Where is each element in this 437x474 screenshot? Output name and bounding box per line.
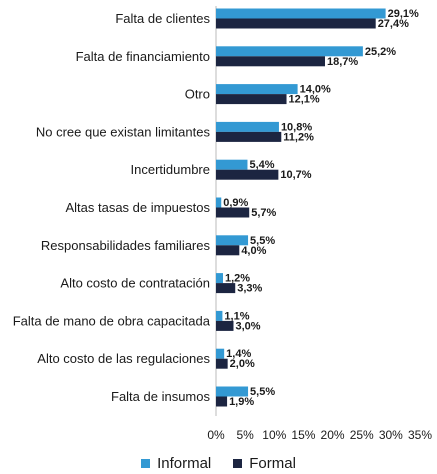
value-label-informal-no-cree-que-existan-limitantes: 10,8% xyxy=(281,121,312,133)
bar-informal-responsabilidades-familiares xyxy=(216,235,249,246)
category-label-responsabilidades-familiares: Responsabilidades familiares xyxy=(41,238,211,253)
category-label-otro: Otro xyxy=(185,87,210,102)
value-label-formal-altas-tasas-de-impuestos: 5,7% xyxy=(251,207,276,219)
category-label-no-cree-que-existan-limitantes: No cree que existan limitantes xyxy=(36,124,211,139)
x-tick-label: 20% xyxy=(321,428,345,442)
x-axis-ticks: 0% 5% 10% 15% 20% 25% 30% 35% xyxy=(207,428,432,442)
value-label-informal-falta-de-insumos: 5,5% xyxy=(250,386,275,398)
value-label-informal-alto-costo-de-las-regulaciones: 1,4% xyxy=(226,348,251,360)
bar-formal-altas-tasas-de-impuestos xyxy=(216,207,250,218)
value-label-formal-incertidumbre: 10,7% xyxy=(280,169,311,181)
bar-informal-falta-de-clientes xyxy=(216,8,386,19)
x-tick-label: 0% xyxy=(207,428,225,442)
legend-swatch-informal xyxy=(141,458,151,468)
bar-informal-alto-costo-de-contratacion xyxy=(216,273,223,284)
legend: Informal Formal xyxy=(0,453,437,473)
x-tick-label: 10% xyxy=(262,428,286,442)
value-label-formal-otro: 12,1% xyxy=(289,94,320,106)
value-label-informal-otro: 14,0% xyxy=(300,84,331,96)
value-label-informal-falta-de-financiamiento: 25,2% xyxy=(365,46,396,58)
value-label-informal-alto-costo-de-contratacion: 1,2% xyxy=(225,273,250,285)
bar-formal-no-cree-que-existan-limitantes xyxy=(216,131,282,142)
legend-item-formal: Formal xyxy=(233,455,296,472)
bar-formal-falta-de-clientes xyxy=(216,18,376,29)
x-tick-label: 35% xyxy=(408,428,432,442)
x-tick-label: 5% xyxy=(236,428,254,442)
legend-item-informal: Informal xyxy=(141,455,211,472)
x-tick-label: 25% xyxy=(350,428,374,442)
legend-label-informal: Informal xyxy=(157,454,212,472)
value-label-informal-responsabilidades-familiares: 5,5% xyxy=(250,235,275,247)
legend-swatch-formal xyxy=(233,458,243,468)
bar-informal-no-cree-que-existan-limitantes xyxy=(216,121,279,132)
bar-informal-altas-tasas-de-impuestos xyxy=(216,197,222,208)
bar-formal-otro xyxy=(216,94,287,105)
bar-formal-responsabilidades-familiares xyxy=(216,245,240,256)
category-label-incertidumbre: Incertidumbre xyxy=(131,162,210,177)
value-label-formal-alto-costo-de-las-regulaciones: 2,0% xyxy=(230,358,255,370)
value-label-informal-altas-tasas-de-impuestos: 0,9% xyxy=(223,197,248,209)
category-label-falta-de-financiamiento: Falta de financiamiento xyxy=(76,49,210,64)
bar-informal-alto-costo-de-las-regulaciones xyxy=(216,348,225,359)
category-label-alto-costo-de-las-regulaciones: Alto costo de las regulaciones xyxy=(37,351,210,366)
bar-formal-falta-de-insumos xyxy=(216,396,228,407)
value-label-informal-falta-de-mano-de-obra-capacitada: 1,1% xyxy=(224,310,249,322)
value-label-formal-falta-de-financiamiento: 18,7% xyxy=(327,56,358,68)
bar-informal-falta-de-financiamiento xyxy=(216,46,363,57)
x-tick-label: 30% xyxy=(379,428,403,442)
value-label-informal-falta-de-clientes: 29,1% xyxy=(388,8,419,20)
value-label-formal-responsabilidades-familiares: 4,0% xyxy=(241,245,266,257)
value-label-formal-falta-de-clientes: 27,4% xyxy=(378,18,409,30)
labels-group: Falta de clientes 29,1%27,4% Falta de fina… xyxy=(13,8,419,408)
bar-formal-falta-de-mano-de-obra-capacitada xyxy=(216,320,234,331)
bar-informal-falta-de-insumos xyxy=(216,386,249,397)
bars-group xyxy=(216,8,386,407)
bar-formal-alto-costo-de-las-regulaciones xyxy=(216,358,228,369)
category-label-alto-costo-de-contratacion: Alto costo de contratación xyxy=(60,276,210,291)
value-label-formal-no-cree-que-existan-limitantes: 11,2% xyxy=(283,131,314,143)
legend-label-formal: Formal xyxy=(249,454,296,472)
bar-informal-otro xyxy=(216,84,298,95)
value-label-formal-falta-de-mano-de-obra-capacitada: 3,0% xyxy=(235,320,260,332)
bar-formal-incertidumbre xyxy=(216,169,279,180)
category-label-falta-de-clientes: Falta de clientes xyxy=(115,11,210,26)
category-label-altas-tasas-de-impuestos: Altas tasas de impuestos xyxy=(65,200,210,215)
bar-formal-alto-costo-de-contratacion xyxy=(216,283,236,294)
value-label-formal-alto-costo-de-contratacion: 3,3% xyxy=(237,283,262,295)
bar-formal-falta-de-financiamiento xyxy=(216,56,325,67)
x-tick-label: 15% xyxy=(291,428,315,442)
category-label-falta-de-mano-de-obra-capacitada: Falta de mano de obra capacitada xyxy=(13,313,211,328)
bar-informal-incertidumbre xyxy=(216,159,248,170)
value-label-informal-incertidumbre: 5,4% xyxy=(249,159,274,171)
bar-informal-falta-de-mano-de-obra-capacitada xyxy=(216,310,223,321)
value-label-formal-falta-de-insumos: 1,9% xyxy=(229,396,254,408)
category-label-falta-de-insumos: Falta de insumos xyxy=(111,389,210,404)
